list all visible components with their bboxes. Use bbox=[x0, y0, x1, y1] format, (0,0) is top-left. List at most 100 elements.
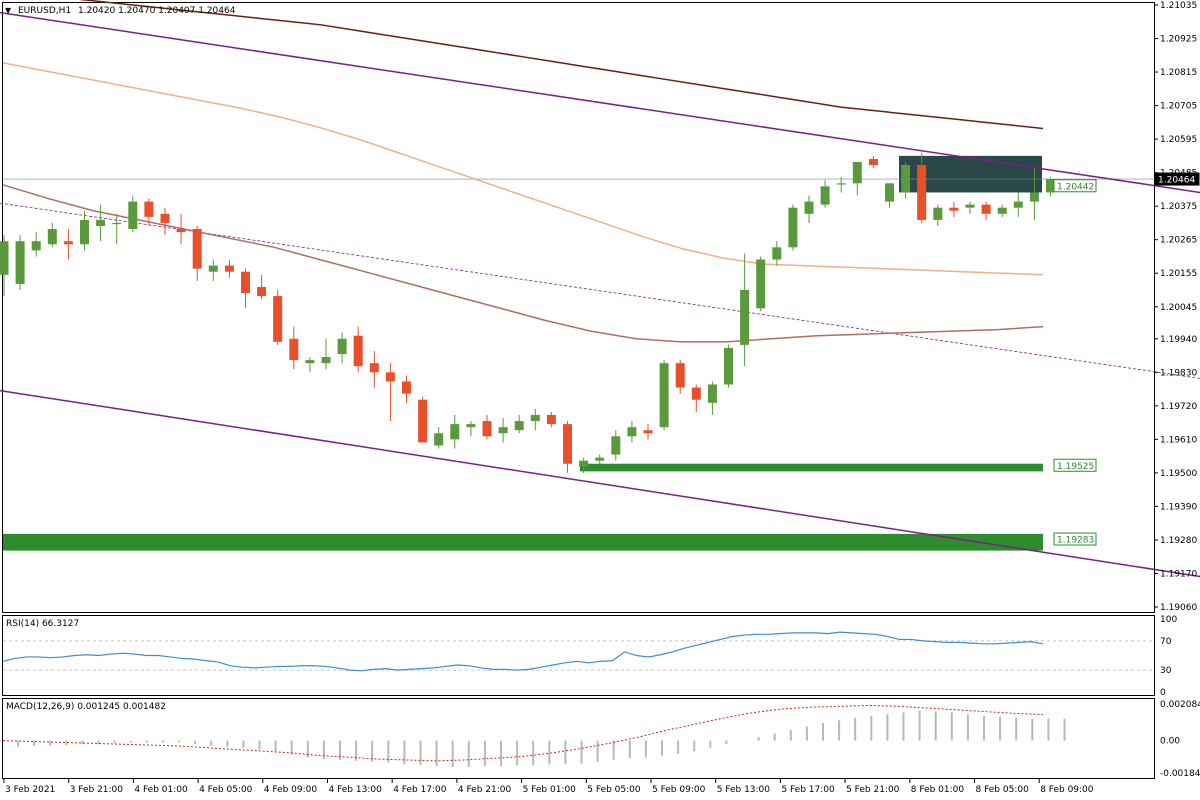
candle-body bbox=[337, 338, 347, 355]
support-zone-1.19283 bbox=[3, 533, 1043, 551]
macd-pane-frame bbox=[2, 698, 1155, 779]
candle-body bbox=[885, 183, 894, 202]
candle-body bbox=[820, 186, 830, 205]
candle-body bbox=[112, 222, 122, 225]
candle-body bbox=[707, 384, 717, 403]
price-label-1.19525: 1.19525 bbox=[1057, 462, 1094, 472]
chart-header-collapse-icon[interactable]: ▼ bbox=[5, 6, 12, 15]
time-tick-label: 4 Feb 05:00 bbox=[199, 785, 253, 795]
price-tick-label: 1.19720 bbox=[1160, 402, 1197, 412]
price-tick-label: 1.19610 bbox=[1160, 435, 1197, 445]
candle-body bbox=[546, 414, 556, 425]
candle-body bbox=[224, 265, 234, 272]
time-tick-label: 5 Feb 05:00 bbox=[587, 785, 641, 795]
ma-slow-line bbox=[78, 0, 1044, 130]
candle-body bbox=[241, 271, 250, 294]
candle-body bbox=[80, 219, 89, 245]
candle-body bbox=[402, 381, 411, 394]
time-tick-label: 3 Feb 2021 bbox=[5, 785, 55, 795]
price-tick-label: 1.19500 bbox=[1160, 469, 1197, 479]
main-pane-frame bbox=[2, 2, 1155, 613]
candle-body bbox=[643, 430, 653, 434]
candle-body bbox=[852, 161, 862, 184]
candle-body bbox=[836, 183, 846, 185]
candle-body bbox=[0, 241, 9, 275]
macd-tick-label: -0.00184 bbox=[1160, 769, 1200, 779]
time-tick-label: 5 Feb 09:00 bbox=[652, 785, 706, 795]
candle-body bbox=[192, 229, 202, 269]
candle-body bbox=[756, 259, 766, 309]
candle-body bbox=[353, 335, 363, 367]
time-tick-label: 5 Feb 13:00 bbox=[717, 785, 771, 795]
price-tick-label: 1.20705 bbox=[1160, 102, 1197, 112]
time-tick-label: 5 Feb 17:00 bbox=[781, 785, 835, 795]
candle-body bbox=[289, 338, 299, 361]
candle-body bbox=[305, 360, 315, 364]
candle-body bbox=[176, 229, 186, 233]
candle-body bbox=[595, 457, 605, 461]
candle-body bbox=[611, 436, 621, 455]
price-tick-label: 1.19280 bbox=[1160, 536, 1197, 546]
candle-body bbox=[1029, 192, 1039, 202]
time-tick-label: 8 Feb 01:00 bbox=[911, 785, 965, 795]
time-tick-label: 5 Feb 01:00 bbox=[523, 785, 577, 795]
price-label-1.19525-box bbox=[1053, 458, 1097, 472]
candle-body bbox=[788, 207, 798, 248]
candle-body bbox=[965, 204, 975, 208]
channel-upper-line bbox=[0, 11, 1200, 194]
candle-body bbox=[530, 414, 540, 422]
time-tick-label: 3 Feb 21:00 bbox=[70, 785, 124, 795]
current-price-label-box bbox=[1154, 172, 1200, 186]
candle-body bbox=[514, 421, 524, 431]
price-tick-label: 1.20925 bbox=[1160, 35, 1197, 45]
time-tick-label: 4 Feb 13:00 bbox=[329, 785, 383, 795]
candle-body bbox=[933, 207, 943, 220]
candle-body bbox=[160, 213, 170, 223]
price-tick-label: 1.19170 bbox=[1160, 569, 1197, 579]
candle-body bbox=[1046, 179, 1055, 193]
time-tick-label: 4 Feb 01:00 bbox=[134, 785, 188, 795]
price-tick-label: 1.19390 bbox=[1160, 502, 1197, 512]
candle-body bbox=[917, 165, 927, 220]
candle-body bbox=[31, 241, 41, 251]
candle-body bbox=[498, 427, 508, 434]
candle-body bbox=[47, 229, 57, 245]
candle-body bbox=[659, 363, 669, 428]
rsi-pane-frame bbox=[2, 615, 1155, 696]
candle-body bbox=[466, 424, 476, 428]
price-tick-label: 1.20155 bbox=[1160, 269, 1197, 279]
time-tick-label: 8 Feb 09:00 bbox=[1040, 785, 1094, 795]
rsi-tick-label: 30 bbox=[1160, 666, 1172, 676]
candle-body bbox=[772, 247, 782, 260]
candle-body bbox=[63, 241, 73, 245]
price-label-1.20442-box bbox=[1053, 179, 1097, 193]
price-label-1.20442: 1.20442 bbox=[1057, 182, 1094, 192]
price-tick-label: 1.20265 bbox=[1160, 236, 1197, 246]
macd-signal-line bbox=[2, 704, 1044, 762]
time-tick-label: 4 Feb 21:00 bbox=[458, 785, 512, 795]
candle-body bbox=[981, 204, 991, 214]
candle-body bbox=[579, 460, 589, 467]
candle-body bbox=[868, 158, 878, 166]
candle-body bbox=[450, 424, 460, 440]
candle-body bbox=[128, 201, 138, 230]
candle-body bbox=[997, 207, 1007, 214]
support-zone-1.19525 bbox=[580, 463, 1043, 472]
macd-tick-label: 0.00 bbox=[1160, 737, 1180, 747]
rsi-line bbox=[2, 631, 1044, 672]
candle-body bbox=[273, 296, 283, 342]
candle-body bbox=[385, 372, 395, 382]
candle-body bbox=[724, 347, 733, 385]
chart-header-symbol: EURUSD,H1 bbox=[18, 6, 71, 16]
time-tick-label: 4 Feb 09:00 bbox=[264, 785, 318, 795]
rsi-tick-label: 70 bbox=[1160, 637, 1172, 647]
time-tick-label: 5 Feb 21:00 bbox=[846, 785, 900, 795]
time-tick-label: 4 Feb 17:00 bbox=[393, 785, 447, 795]
channel-lower-line bbox=[0, 389, 1200, 578]
candle-body bbox=[15, 241, 25, 284]
candle-body bbox=[482, 421, 492, 437]
price-label-1.19283: 1.19283 bbox=[1057, 536, 1094, 546]
time-tick-label: 8 Feb 05:00 bbox=[976, 785, 1030, 795]
price-tick-label: 1.19830 bbox=[1160, 368, 1197, 378]
